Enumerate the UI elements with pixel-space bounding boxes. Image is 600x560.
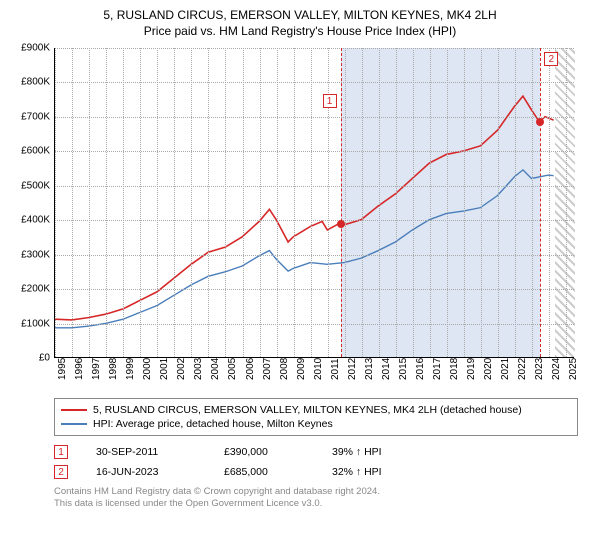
gridline-v <box>72 48 73 357</box>
gridline-v <box>123 48 124 357</box>
footnote-line: Contains HM Land Registry data © Crown c… <box>54 486 578 498</box>
title-block: 5, RUSLAND CIRCUS, EMERSON VALLEY, MILTO… <box>10 8 590 38</box>
gridline-v <box>174 48 175 357</box>
y-tick-label: £200K <box>10 284 50 295</box>
plot-svg <box>55 48 574 357</box>
gridline-v <box>208 48 209 357</box>
y-tick-label: £700K <box>10 111 50 122</box>
sales-table: 1 30-SEP-2011 £390,000 39% ↑ HPI 2 16-JU… <box>54 442 578 482</box>
gridline-v <box>362 48 363 357</box>
series-line-hpi <box>55 170 554 328</box>
gridline-v <box>481 48 482 357</box>
y-tick-label: £0 <box>10 353 50 364</box>
gridline-v <box>464 48 465 357</box>
gridline-v <box>532 48 533 357</box>
sale-row: 2 16-JUN-2023 £685,000 32% ↑ HPI <box>54 462 578 482</box>
sale-marker-2: 2 <box>54 465 68 479</box>
y-tick-label: £100K <box>10 318 50 329</box>
sale-date: 16-JUN-2023 <box>96 466 196 478</box>
sale-price: £685,000 <box>224 466 304 478</box>
gridline-v <box>55 48 56 357</box>
gridline-h <box>55 220 574 221</box>
gridline-v <box>294 48 295 357</box>
gridline-h <box>55 117 574 118</box>
gridline-v <box>345 48 346 357</box>
gridline-h <box>55 324 574 325</box>
chart-card: 5, RUSLAND CIRCUS, EMERSON VALLEY, MILTO… <box>0 0 600 517</box>
sale-vline <box>540 48 541 357</box>
gridline-h <box>55 289 574 290</box>
gridline-v <box>243 48 244 357</box>
gridline-h <box>55 82 574 83</box>
title-sub: Price paid vs. HM Land Registry's House … <box>10 24 590 38</box>
y-tick-label: £300K <box>10 249 50 260</box>
gridline-v <box>430 48 431 357</box>
sale-dot <box>337 220 345 228</box>
sale-vline <box>341 48 342 357</box>
sale-dot <box>536 118 544 126</box>
gridline-v <box>140 48 141 357</box>
chart-area: 12 £0£100K£200K£300K£400K£500K£600K£700K… <box>10 42 590 392</box>
legend-row: 5, RUSLAND CIRCUS, EMERSON VALLEY, MILTO… <box>61 403 571 417</box>
gridline-v <box>106 48 107 357</box>
sale-marker-on-chart: 1 <box>323 94 337 108</box>
gridline-v <box>89 48 90 357</box>
gridline-h <box>55 48 574 49</box>
sale-price: £390,000 <box>224 446 304 458</box>
gridline-v <box>413 48 414 357</box>
title-main: 5, RUSLAND CIRCUS, EMERSON VALLEY, MILTO… <box>10 8 590 22</box>
y-tick-label: £600K <box>10 146 50 157</box>
legend-swatch-property <box>61 409 87 411</box>
footnote-line: This data is licensed under the Open Gov… <box>54 498 578 510</box>
plot-area: 12 <box>54 48 574 358</box>
gridline-h <box>55 255 574 256</box>
gridline-v <box>157 48 158 357</box>
legend-row: HPI: Average price, detached house, Milt… <box>61 417 571 431</box>
sale-date: 30-SEP-2011 <box>96 446 196 458</box>
sale-diff: 39% ↑ HPI <box>332 446 422 458</box>
gridline-v <box>498 48 499 357</box>
gridline-v <box>379 48 380 357</box>
gridline-v <box>566 48 567 357</box>
gridline-v <box>277 48 278 357</box>
sale-row: 1 30-SEP-2011 £390,000 39% ↑ HPI <box>54 442 578 462</box>
legend-label-hpi: HPI: Average price, detached house, Milt… <box>93 418 333 430</box>
gridline-h <box>55 186 574 187</box>
legend: 5, RUSLAND CIRCUS, EMERSON VALLEY, MILTO… <box>54 398 578 436</box>
y-tick-label: £900K <box>10 43 50 54</box>
gridline-v <box>311 48 312 357</box>
footnote: Contains HM Land Registry data © Crown c… <box>54 486 578 511</box>
gridline-v <box>225 48 226 357</box>
sale-diff: 32% ↑ HPI <box>332 466 422 478</box>
y-tick-label: £500K <box>10 180 50 191</box>
gridline-v <box>447 48 448 357</box>
gridline-h <box>55 151 574 152</box>
y-tick-label: £400K <box>10 215 50 226</box>
gridline-v <box>191 48 192 357</box>
legend-swatch-hpi <box>61 423 87 425</box>
gridline-v <box>396 48 397 357</box>
sale-marker-1: 1 <box>54 445 68 459</box>
y-tick-label: £800K <box>10 77 50 88</box>
gridline-v <box>260 48 261 357</box>
gridline-v <box>549 48 550 357</box>
gridline-v <box>515 48 516 357</box>
legend-label-property: 5, RUSLAND CIRCUS, EMERSON VALLEY, MILTO… <box>93 404 522 416</box>
sale-marker-on-chart: 2 <box>544 52 558 66</box>
